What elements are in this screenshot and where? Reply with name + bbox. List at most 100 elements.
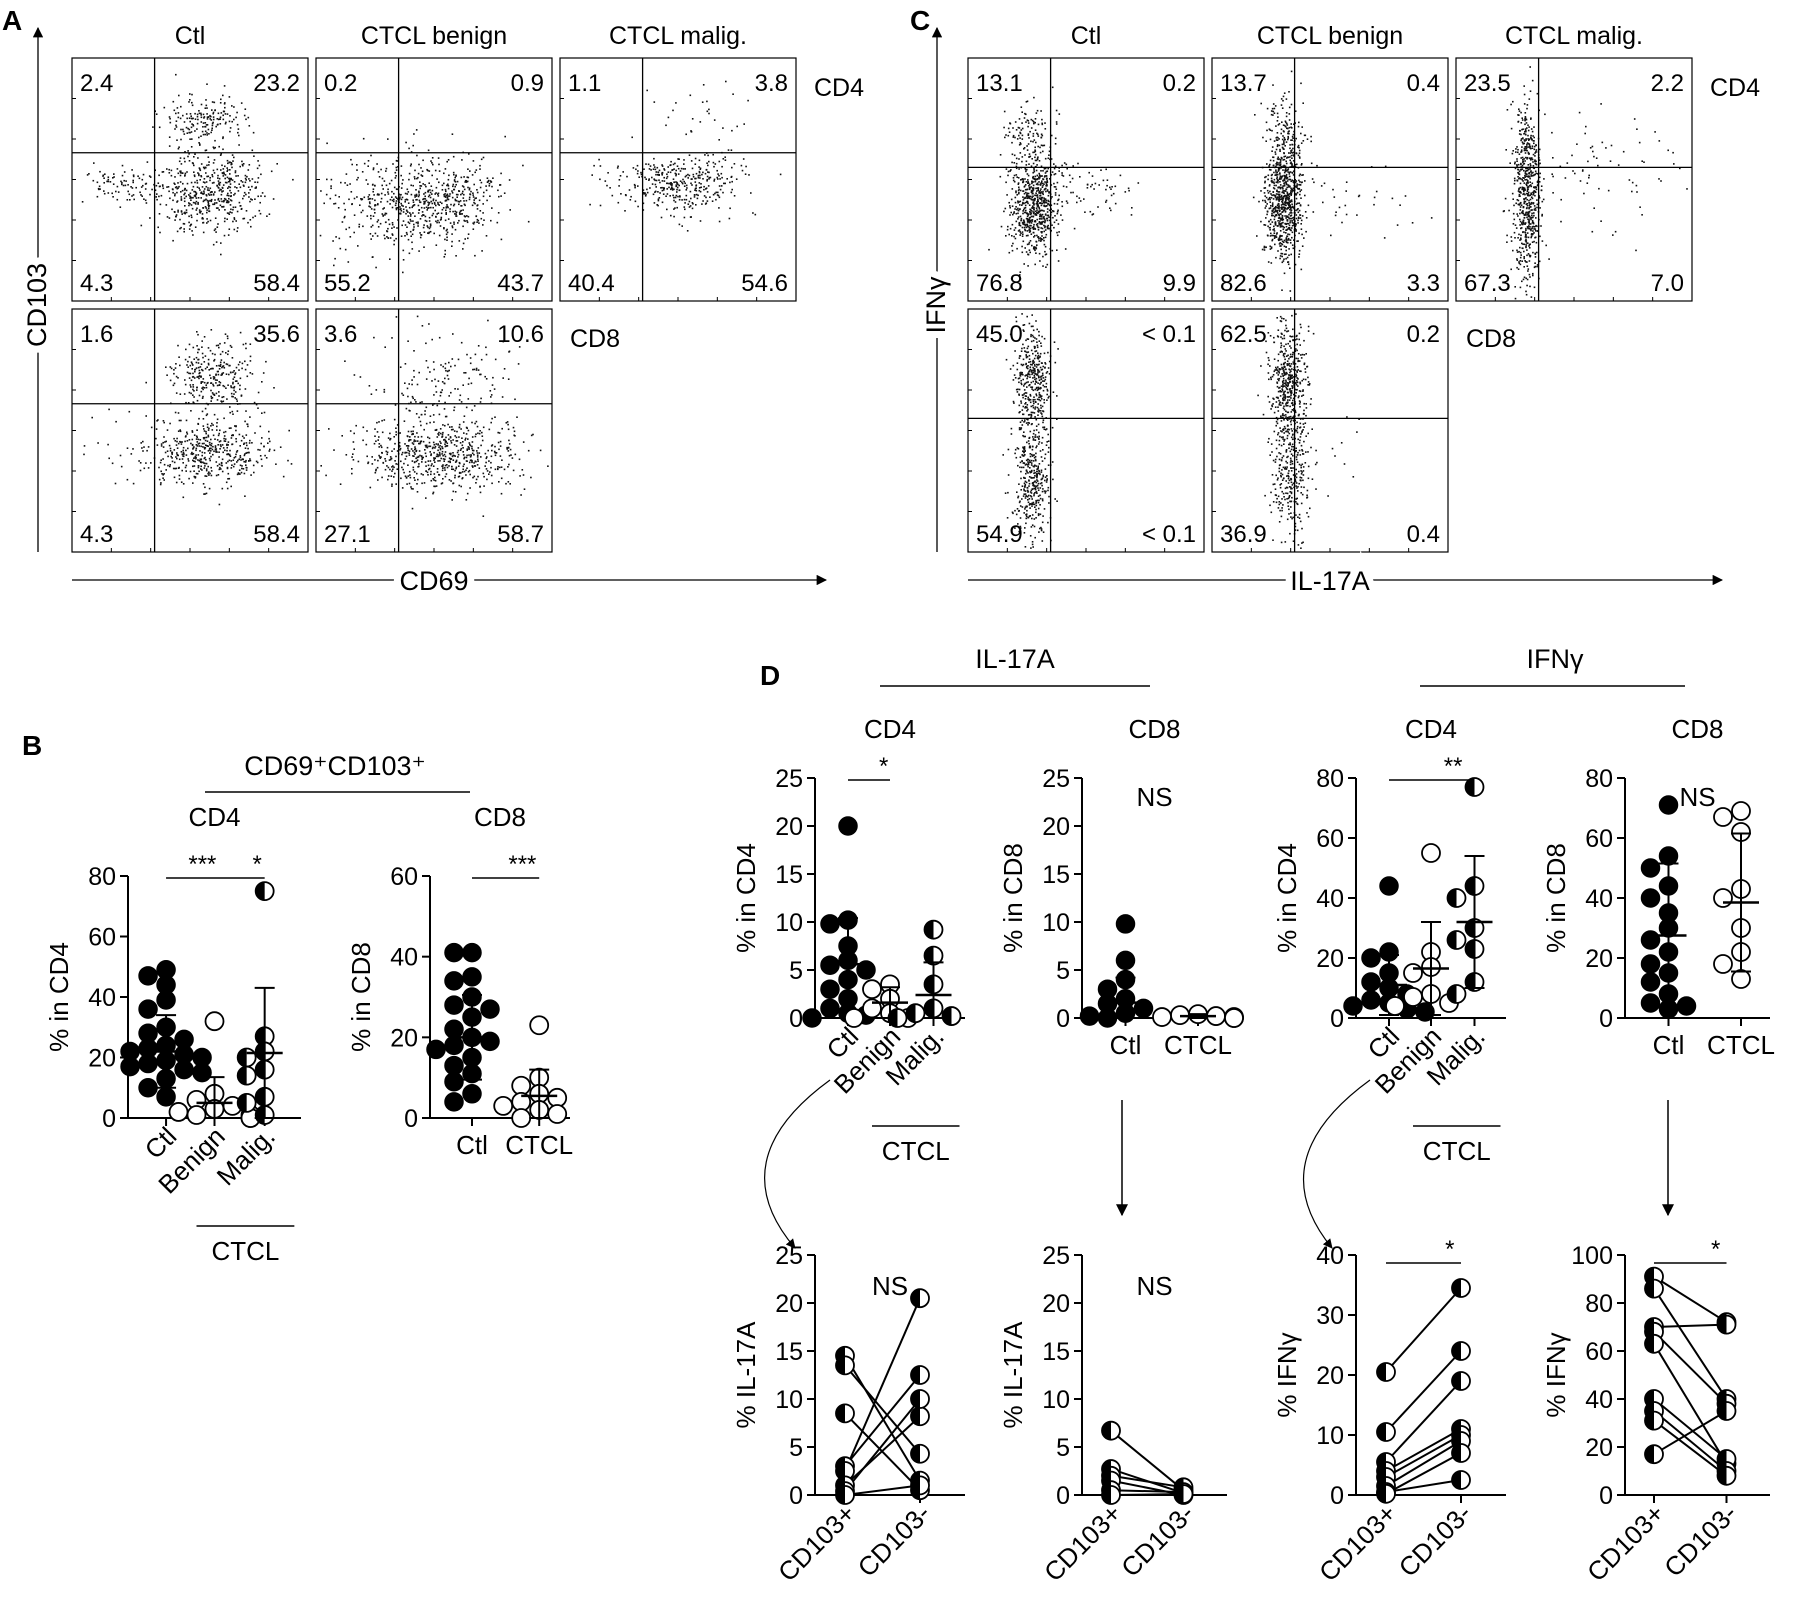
event-dot [715, 191, 717, 194]
event-dot [447, 159, 450, 161]
event-dot [1040, 136, 1042, 139]
event-dot [1043, 218, 1045, 220]
event-dot [1083, 198, 1085, 200]
event-dot [224, 181, 227, 184]
event-dot [225, 201, 228, 204]
event-dot [476, 450, 478, 452]
event-dot [178, 94, 180, 97]
event-dot [1044, 219, 1046, 222]
event-dot [250, 225, 252, 228]
event-dot [260, 442, 262, 445]
event-dot [175, 120, 178, 122]
event-dot [242, 468, 245, 470]
event-dot [385, 167, 388, 170]
event-dot [1280, 245, 1282, 247]
event-dot [1279, 209, 1281, 212]
event-dot [244, 177, 247, 180]
event-dot [1268, 196, 1271, 199]
event-dot [174, 193, 176, 195]
event-dot [685, 133, 687, 136]
event-dot [454, 199, 457, 202]
event-dot [1037, 229, 1040, 231]
event-dot [427, 189, 430, 192]
event-dot [227, 353, 229, 356]
event-dot [328, 428, 330, 430]
event-dot [183, 197, 186, 200]
event-dot [448, 452, 451, 455]
event-dot [428, 468, 430, 471]
event-dot [1288, 254, 1290, 256]
event-dot [1036, 201, 1038, 204]
event-dot [1036, 223, 1039, 225]
event-dot [435, 443, 438, 445]
event-dot [501, 396, 504, 398]
event-dot [193, 434, 196, 436]
event-dot [462, 242, 465, 245]
event-dot [713, 165, 715, 168]
event-dot [188, 221, 190, 224]
event-dot [1119, 174, 1122, 177]
event-dot [486, 199, 488, 202]
event-dot [187, 460, 190, 462]
event-dot [220, 193, 223, 196]
event-dot [190, 361, 193, 363]
event-dot [1010, 211, 1012, 214]
event-dot [209, 444, 211, 446]
event-dot [191, 444, 194, 447]
event-dot [191, 431, 194, 433]
event-dot [661, 165, 664, 167]
event-dot [197, 118, 199, 121]
event-dot [203, 190, 205, 192]
event-dot [431, 380, 433, 382]
event-dot [432, 446, 434, 449]
event-dot [173, 437, 175, 440]
event-dot [413, 440, 415, 443]
event-dot [290, 463, 293, 465]
event-dot [646, 191, 649, 194]
event-dot [1048, 191, 1050, 193]
event-dot [177, 182, 179, 184]
event-dot [1070, 191, 1072, 194]
event-dot [1056, 203, 1059, 205]
event-dot [205, 414, 208, 417]
event-dot [484, 465, 486, 467]
event-dot [223, 431, 225, 434]
event-dot [404, 192, 407, 195]
event-dot [245, 469, 248, 471]
event-dot [1029, 220, 1032, 223]
event-dot [705, 196, 707, 199]
event-dot [434, 476, 436, 479]
event-dot [197, 375, 199, 378]
event-dot [666, 175, 669, 178]
event-dot [207, 435, 210, 438]
event-dot [419, 442, 421, 445]
event-dot [165, 469, 167, 471]
event-dot [722, 127, 724, 129]
event-dot [1019, 131, 1021, 134]
event-dot [428, 220, 431, 222]
event-dot [385, 170, 387, 172]
event-dot [443, 408, 446, 410]
event-dot [421, 458, 423, 461]
event-dot [1278, 197, 1281, 200]
event-dot [240, 102, 243, 104]
event-dot [1284, 207, 1287, 209]
event-dot [1288, 152, 1290, 154]
event-dots [320, 315, 549, 517]
event-dot [213, 394, 216, 396]
event-dot [1021, 122, 1023, 124]
event-dot [469, 459, 472, 462]
x-axis-label: CD69 [399, 566, 468, 596]
event-dot [469, 444, 472, 447]
event-dot [422, 226, 425, 229]
event-dot [198, 460, 201, 462]
event-dot [1044, 225, 1046, 227]
event-dot [480, 358, 483, 361]
event-dot [671, 183, 673, 185]
event-dot [236, 400, 238, 402]
event-dot [1298, 202, 1301, 204]
event-dot [187, 127, 189, 130]
event-dot [462, 451, 464, 453]
event-dot [448, 195, 451, 197]
event-dot [462, 186, 465, 188]
